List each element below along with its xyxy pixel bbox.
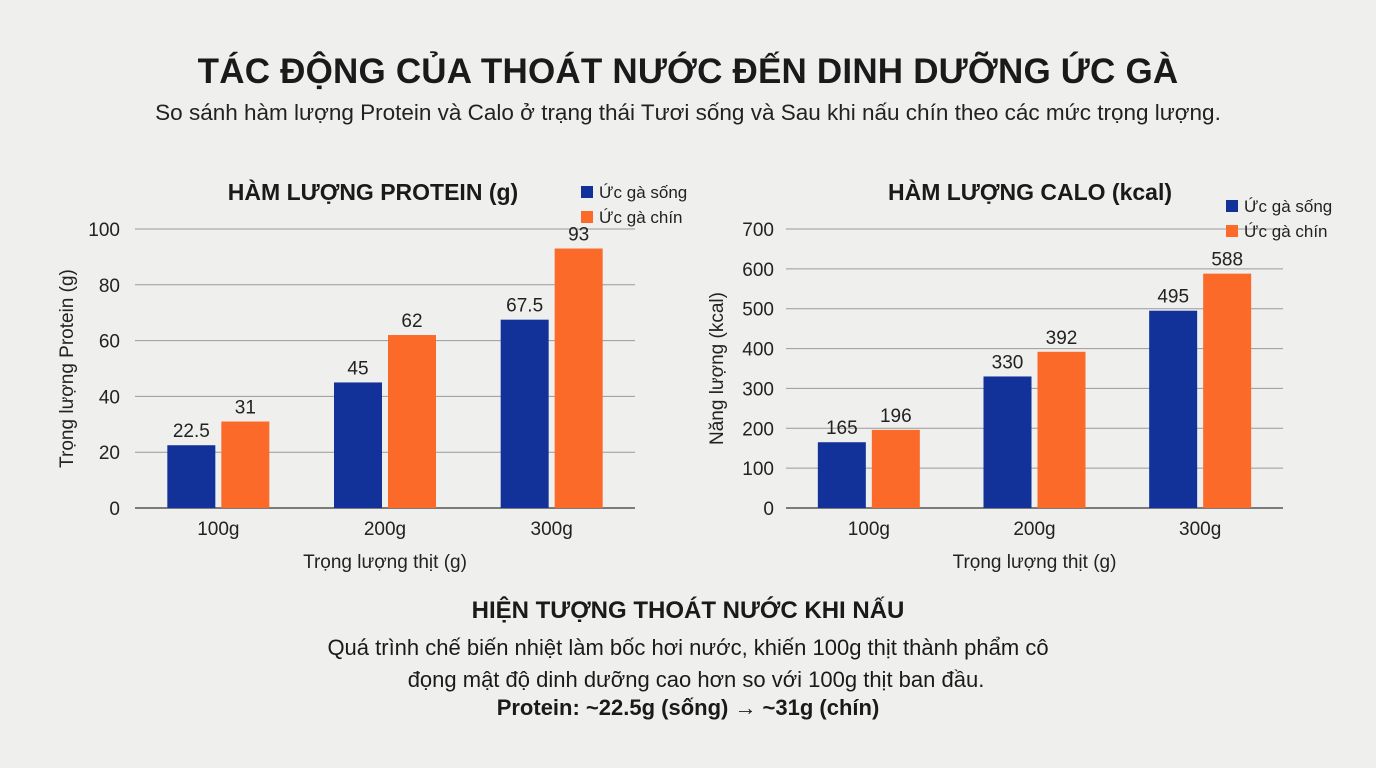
bar-cooked: [871, 429, 920, 508]
category-label: 200g: [1013, 519, 1055, 540]
bar-cooked: [221, 421, 270, 508]
legend-label: Ức gà sống: [599, 183, 687, 202]
data-label: 62: [401, 311, 422, 332]
x-axis-label: Trọng lượng thịt (g): [953, 552, 1117, 573]
y-tick-label: 60: [99, 332, 120, 353]
bar-cooked: [554, 248, 603, 508]
y-tick-label: 700: [742, 220, 774, 241]
bar-raw: [500, 319, 549, 508]
chart-title: HÀM LƯỢNG CALO (kcal): [888, 178, 1172, 205]
note-body: Quá trình chế biến nhiệt làm bốc hơi nướ…: [0, 632, 1376, 696]
y-tick-label: 200: [742, 419, 774, 440]
data-label: 67.5: [506, 296, 543, 317]
y-tick-label: 0: [109, 499, 120, 520]
bar-raw: [817, 442, 866, 508]
chart-title: HÀM LƯỢNG PROTEIN (g): [228, 178, 518, 205]
y-axis-label: Trọng lượng Protein (g): [57, 269, 78, 468]
category-label: 300g: [1179, 519, 1221, 540]
y-tick-label: 400: [742, 340, 774, 361]
y-tick-label: 600: [742, 260, 774, 281]
data-label: 31: [235, 398, 256, 419]
legend-swatch: [1226, 225, 1238, 237]
bar-cooked: [388, 335, 436, 508]
data-label: 330: [992, 352, 1024, 373]
data-label: 22.5: [173, 421, 210, 442]
page-subtitle: So sánh hàm lượng Protein và Calo ở trạn…: [155, 100, 1221, 125]
bar-raw: [334, 382, 382, 508]
category-label: 100g: [848, 519, 890, 540]
note-line-1: Quá trình chế biến nhiệt làm bốc hơi nướ…: [327, 635, 1049, 660]
protein-chart: HÀM LƯỢNG PROTEIN (g) 0 20 40 60 80 100 Trọng l…: [57, 178, 687, 573]
data-label: 196: [880, 406, 912, 427]
data-label: 165: [826, 418, 858, 439]
category-label: 200g: [364, 519, 406, 540]
data-label: 392: [1046, 328, 1078, 349]
x-axis-label: Trọng lượng thịt (g): [303, 552, 467, 573]
bar-cooked: [1203, 273, 1252, 508]
y-tick-label: 0: [763, 499, 774, 520]
legend-label: Ức gà sống: [1244, 197, 1332, 216]
data-label: 45: [347, 358, 368, 379]
legend-swatch: [1226, 200, 1238, 212]
note-highlight: Protein: ~22.5g (sống) → ~31g (chín): [496, 695, 880, 720]
bar-raw: [167, 445, 216, 508]
note-title: HIỆN TƯỢNG THOÁT NƯỚC KHI NẤU: [471, 597, 905, 624]
y-axis-label: Năng lượng (kcal): [707, 292, 728, 445]
legend-swatch: [581, 186, 593, 198]
y-tick-label: 20: [99, 443, 120, 464]
note-line-2: đọng mật độ dinh dưỡng cao hơn so với 10…: [407, 667, 985, 692]
category-label: 100g: [197, 519, 239, 540]
bar-raw: [983, 376, 1032, 508]
data-label: 588: [1211, 250, 1243, 271]
data-label: 495: [1157, 287, 1189, 308]
y-tick-label: 500: [742, 300, 774, 321]
y-tick-label: 80: [99, 276, 120, 297]
bar-raw: [1149, 310, 1198, 508]
legend-label: Ức gà chín: [599, 208, 683, 227]
legend-label: Ức gà chín: [1244, 222, 1328, 241]
data-label: 93: [568, 225, 589, 246]
bar-cooked: [1037, 351, 1086, 508]
category-label: 300g: [531, 519, 573, 540]
y-tick-label: 40: [99, 387, 120, 408]
page-title: TÁC ĐỘNG CỦA THOÁT NƯỚC ĐẾN DINH DƯỠNG Ứ…: [197, 52, 1179, 91]
calorie-chart: HÀM LƯỢNG CALO (kcal) 0 100 200 300 400 500 600…: [707, 178, 1332, 573]
y-tick-label: 100: [742, 459, 774, 480]
legend-swatch: [581, 211, 593, 223]
y-tick-label: 100: [88, 220, 120, 241]
y-tick-label: 300: [742, 379, 774, 400]
